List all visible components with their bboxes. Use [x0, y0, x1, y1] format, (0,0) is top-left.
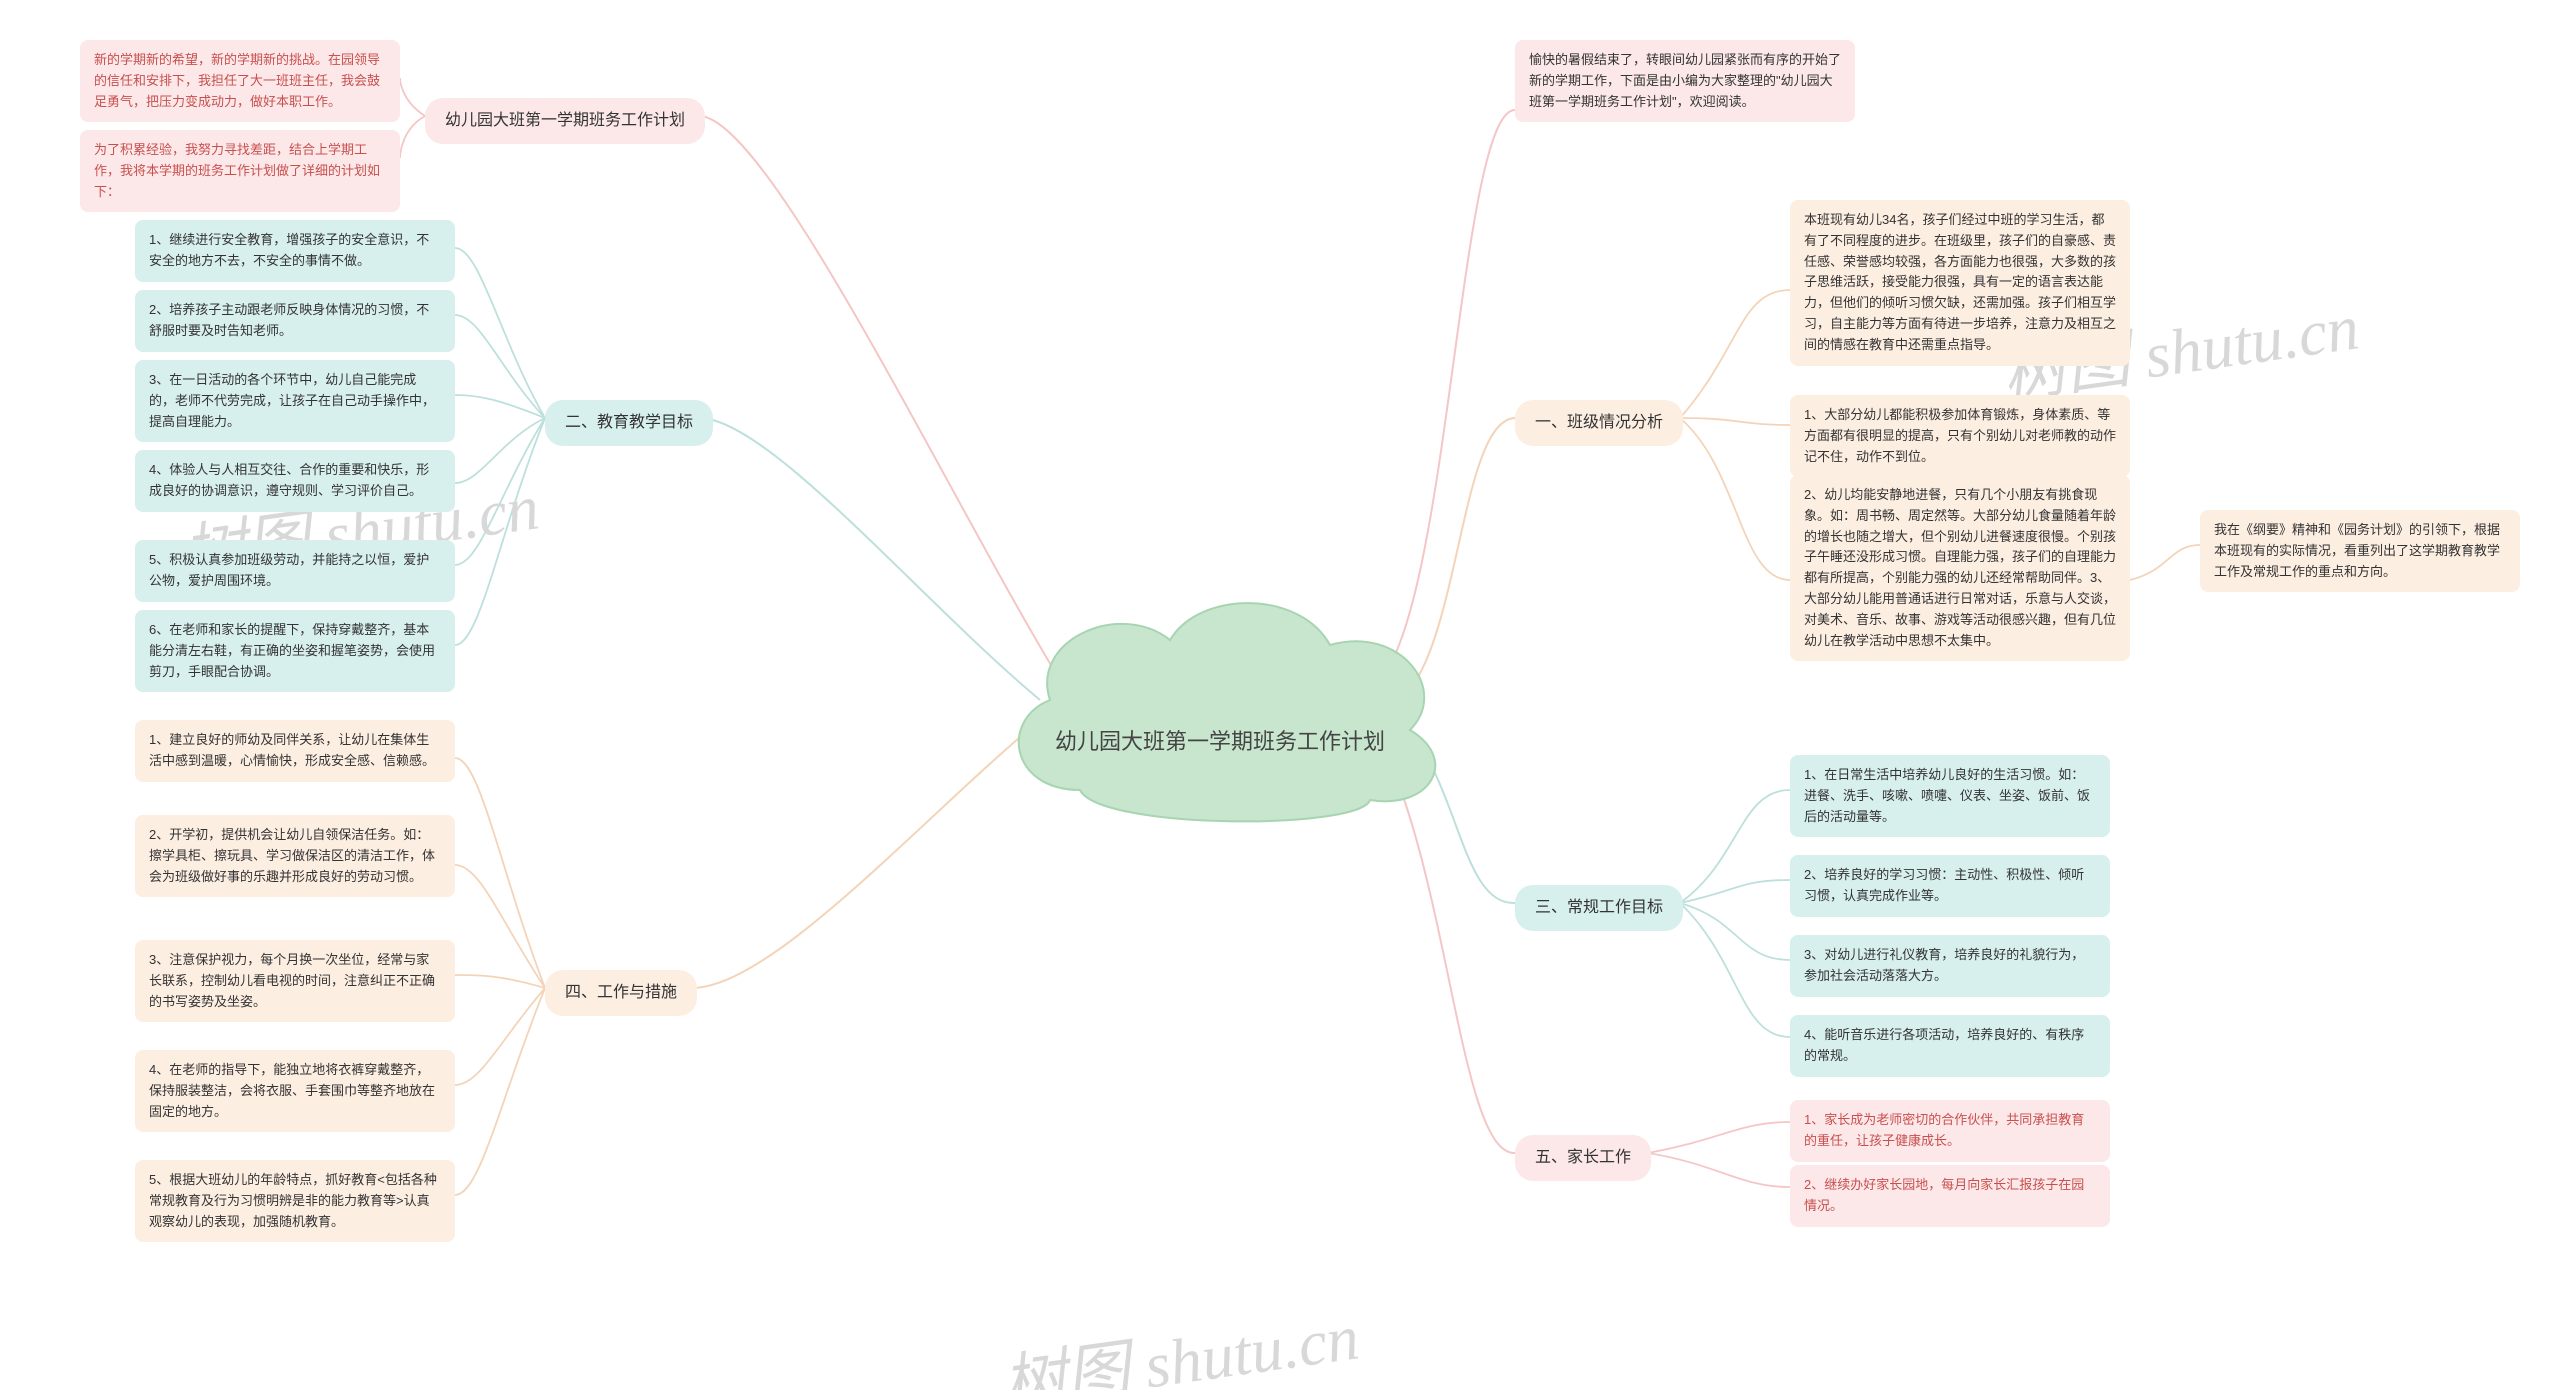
- branch-section-3: 三、常规工作目标: [1515, 885, 1683, 931]
- watermark: 树图 shutu.cn: [995, 1285, 1363, 1390]
- leaf: 4、体验人与人相互交往、合作的重要和快乐，形成良好的协调意识，遵守规则、学习评价…: [135, 450, 455, 512]
- leaf: 3、在一日活动的各个环节中，幼儿自己能完成的，老师不代劳完成，让孩子在自己动手操…: [135, 360, 455, 442]
- branch-section-4: 四、工作与措施: [545, 970, 697, 1016]
- leaf: 1、家长成为老师密切的合作伙伴，共同承担教育的重任，让孩子健康成长。: [1790, 1100, 2110, 1162]
- center-title: 幼儿园大班第一学期班务工作计划: [980, 570, 1460, 850]
- leaf: 3、注意保护视力，每个月换一次坐位，经常与家长联系，控制幼儿看电视的时间，注意纠…: [135, 940, 455, 1022]
- leaf: 5、积极认真参加班级劳动，并能持之以恒，爱护公物，爱护周围环境。: [135, 540, 455, 602]
- leaf: 6、在老师和家长的提醒下，保持穿戴整齐，基本能分清左右鞋，有正确的坐姿和握笔姿势…: [135, 610, 455, 692]
- branch-title-repeat: 幼儿园大班第一学期班务工作计划: [425, 98, 705, 144]
- intro-note: 愉快的暑假结束了，转眼间幼儿园紧张而有序的开始了新的学期工作，下面是由小编为大家…: [1515, 40, 1855, 122]
- leaf: 4、在老师的指导下，能独立地将衣裤穿戴整齐，保持服装整洁，会将衣服、手套围巾等整…: [135, 1050, 455, 1132]
- branch-section-2: 二、教育教学目标: [545, 400, 713, 446]
- leaf: 为了积累经验，我努力寻找差距，结合上学期工作，我将本学期的班务工作计划做了详细的…: [80, 130, 400, 212]
- leaf: 1、大部分幼儿都能积极参加体育锻炼，身体素质、等方面都有很明显的提高，只有个别幼…: [1790, 395, 2130, 477]
- leaf: 5、根据大班幼儿的年龄特点，抓好教育<包括各种常规教育及行为习惯明辨是非的能力教…: [135, 1160, 455, 1242]
- leaf: 2、继续办好家长园地，每月向家长汇报孩子在园情况。: [1790, 1165, 2110, 1227]
- center-node: 幼儿园大班第一学期班务工作计划: [980, 570, 1460, 850]
- leaf: 本班现有幼儿34名，孩子们经过中班的学习生活，都有了不同程度的进步。在班级里，孩…: [1790, 200, 2130, 366]
- leaf: 1、建立良好的师幼及同伴关系，让幼儿在集体生活中感到温暖，心情愉快，形成安全感、…: [135, 720, 455, 782]
- leaf: 2、培养良好的学习习惯：主动性、积极性、倾听习惯，认真完成作业等。: [1790, 855, 2110, 917]
- leaf: 1、继续进行安全教育，增强孩子的安全意识，不安全的地方不去，不安全的事情不做。: [135, 220, 455, 282]
- leaf: 2、培养孩子主动跟老师反映身体情况的习惯，不舒服时要及时告知老师。: [135, 290, 455, 352]
- leaf-deep: 我在《纲要》精神和《园务计划》的引领下，根据本班现有的实际情况，看重列出了这学期…: [2200, 510, 2520, 592]
- leaf: 2、幼儿均能安静地进餐，只有几个小朋友有挑食现象。如：周书畅、周定然等。大部分幼…: [1790, 475, 2130, 661]
- branch-section-5: 五、家长工作: [1515, 1135, 1651, 1181]
- branch-section-1: 一、班级情况分析: [1515, 400, 1683, 446]
- leaf: 1、在日常生活中培养幼儿良好的生活习惯。如：进餐、洗手、咳嗽、喷嚏、仪表、坐姿、…: [1790, 755, 2110, 837]
- leaf: 4、能听音乐进行各项活动，培养良好的、有秩序的常规。: [1790, 1015, 2110, 1077]
- leaf: 新的学期新的希望，新的学期新的挑战。在园领导的信任和安排下，我担任了大一班班主任…: [80, 40, 400, 122]
- leaf: 2、开学初，提供机会让幼儿自领保洁任务。如：擦学具柜、擦玩具、学习做保洁区的清洁…: [135, 815, 455, 897]
- leaf: 3、对幼儿进行礼仪教育，培养良好的礼貌行为，参加社会活动落落大方。: [1790, 935, 2110, 997]
